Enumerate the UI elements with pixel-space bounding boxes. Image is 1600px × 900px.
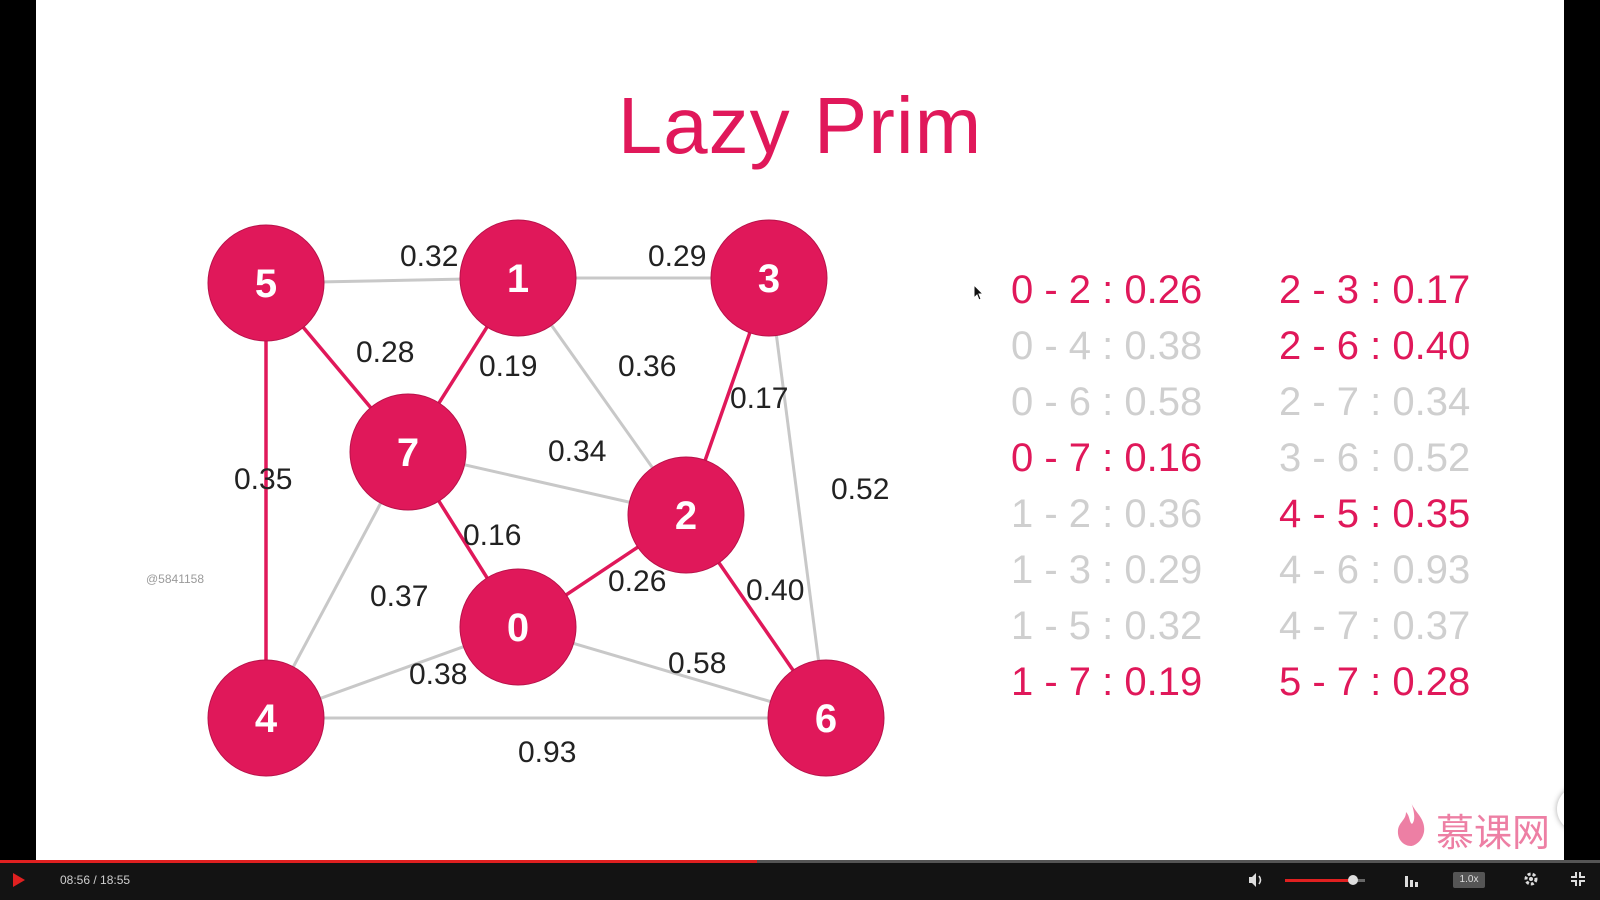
- node-circle: [349, 393, 467, 511]
- node-circle: [710, 219, 828, 337]
- node-label: 4: [255, 697, 278, 741]
- edge-list-item: 3 - 6 : 0.52: [1279, 436, 1471, 480]
- progress-fill: [0, 860, 757, 863]
- node-label: 6: [815, 697, 837, 741]
- time-display: 08:56 / 18:55: [60, 873, 131, 887]
- progress-bar[interactable]: [0, 860, 1600, 863]
- edge-weight-label: 0.16: [463, 519, 521, 552]
- node-label: 3: [758, 257, 780, 301]
- edge-3-6: [767, 277, 828, 719]
- edge-weight-label: 0.52: [831, 473, 889, 506]
- node-circle: [767, 659, 885, 777]
- mouse-cursor-icon: [973, 283, 985, 307]
- edge-weight-label: 0.32: [400, 240, 458, 273]
- graph-node-7: 7: [349, 393, 467, 511]
- edge-weight-label: 0.34: [548, 435, 606, 468]
- node-label: 0: [507, 606, 529, 650]
- volume-slider[interactable]: [1285, 875, 1365, 885]
- volume-knob[interactable]: [1348, 875, 1358, 885]
- quality-icon[interactable]: [1404, 872, 1420, 893]
- graph-diagram: 0.32 0.29 0.28 0.19 0.36 0.17 0.35 0.34 0.52 0.16…: [207, 219, 889, 777]
- slide-title: Lazy Prim: [617, 81, 983, 170]
- edge-list-item: 0 - 6 : 0.58: [1011, 380, 1203, 424]
- edge-list-item: 1 - 5 : 0.32: [1011, 604, 1203, 648]
- speed-button[interactable]: 1.0x: [1453, 872, 1485, 888]
- edge-list-item: 2 - 3 : 0.17: [1279, 268, 1471, 312]
- slide: Lazy Prim 0.32 0.29 0.28 0.19 0.36 0.17 0.35 0.…: [36, 0, 1564, 860]
- edge-list-item: 5 - 7 : 0.28: [1279, 660, 1471, 704]
- edge-list-item: 1 - 3 : 0.29: [1011, 548, 1203, 592]
- volume-icon[interactable]: [1247, 871, 1265, 894]
- edge-weight-label: 0.37: [370, 580, 428, 613]
- node-label: 1: [507, 257, 529, 301]
- flame-icon: [1394, 800, 1428, 853]
- edge-list-item: 0 - 7 : 0.16: [1011, 436, 1203, 480]
- node-circle: [627, 456, 745, 574]
- graph-node-1: 1: [459, 219, 577, 337]
- graph-node-5: 5: [207, 224, 325, 342]
- node-circle: [459, 568, 577, 686]
- edge-list-item: 0 - 2 : 0.26: [1011, 268, 1203, 312]
- edge-list-item: 4 - 7 : 0.37: [1279, 604, 1471, 648]
- graph-node-6: 6: [767, 659, 885, 777]
- edge-weight-label: 0.40: [746, 574, 804, 607]
- node-label: 5: [255, 262, 277, 306]
- edge-list-item: 2 - 6 : 0.40: [1279, 324, 1471, 368]
- watermark: @5841158: [146, 572, 205, 586]
- graph-node-3: 3: [710, 219, 828, 337]
- node-circle: [207, 659, 325, 777]
- play-icon: [13, 873, 25, 887]
- edge-weight-label: 0.29: [648, 240, 706, 273]
- edge-list-item: 4 - 6 : 0.93: [1279, 548, 1471, 592]
- play-button[interactable]: [12, 872, 26, 893]
- edge-weight-label: 0.19: [479, 350, 537, 383]
- edge-weight-label: 0.17: [730, 382, 788, 415]
- play-overlay-button[interactable]: [1557, 786, 1564, 832]
- edge-list-item: 1 - 2 : 0.36: [1011, 492, 1203, 536]
- edge-weight-label: 0.38: [409, 658, 467, 691]
- edge-weight-label: 0.36: [618, 350, 676, 383]
- logo-text: 慕课网: [1436, 813, 1551, 855]
- node-label: 7: [397, 431, 419, 475]
- edge-list-item: 2 - 7 : 0.34: [1279, 380, 1471, 424]
- edge-weight-label: 0.28: [356, 336, 414, 369]
- edge-list-item: 1 - 7 : 0.19: [1011, 660, 1203, 704]
- node-circle: [459, 219, 577, 337]
- video-controls: 08:56 / 18:55 1.0x: [0, 860, 1600, 900]
- edge-weight-label: 0.26: [608, 565, 666, 598]
- gear-icon[interactable]: [1522, 870, 1540, 893]
- node-label: 2: [675, 494, 697, 538]
- graph-node-4: 4: [207, 659, 325, 777]
- imooc-logo: 慕课网: [1386, 800, 1564, 855]
- exit-fullscreen-icon[interactable]: [1570, 871, 1586, 892]
- node-circle: [207, 224, 325, 342]
- edge-list-item: 0 - 4 : 0.38: [1011, 324, 1203, 368]
- edge-weight-label: 0.58: [668, 647, 726, 680]
- graph-node-0: 0: [459, 568, 577, 686]
- volume-fill: [1285, 879, 1353, 882]
- edge-list-item: 4 - 5 : 0.35: [1279, 492, 1471, 536]
- graph-node-2: 2: [627, 456, 745, 574]
- edge-weight-label: 0.93: [518, 736, 576, 769]
- edge-weight-label: 0.35: [234, 463, 292, 496]
